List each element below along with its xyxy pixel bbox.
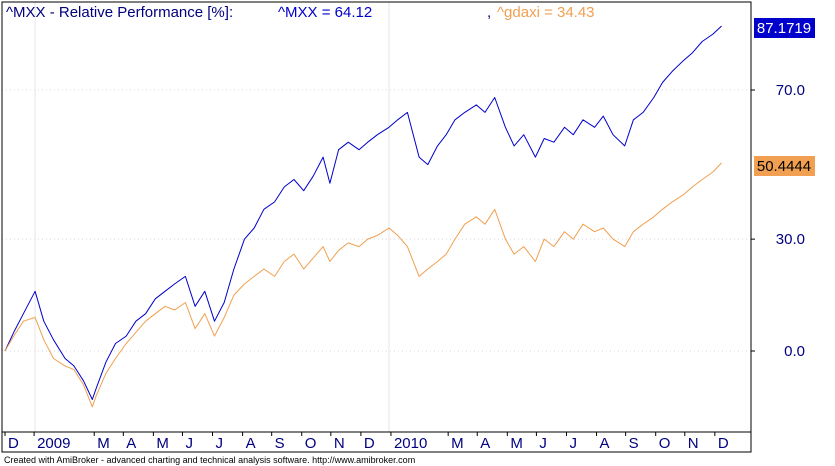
x-tick-label: A <box>480 435 490 452</box>
grid <box>2 2 751 432</box>
series-line-mxx <box>4 25 722 400</box>
x-tick-label: S <box>275 435 285 452</box>
x-tick-label: S <box>629 435 639 452</box>
x-tick-label: J <box>216 435 224 452</box>
x-tick-label: A <box>600 435 610 452</box>
x-tick-label: O <box>659 435 671 452</box>
series-line-gdaxi <box>4 162 722 408</box>
last-value-gdaxi: 50.4444 <box>757 158 811 175</box>
x-tick-label: M <box>510 435 523 452</box>
x-tick-label: D <box>364 435 375 452</box>
x-tick-label: N <box>688 435 699 452</box>
x-tick-label: A <box>126 435 136 452</box>
x-tick-label: M <box>451 435 464 452</box>
legend-separator: , <box>487 4 491 21</box>
x-tick-label: J <box>185 435 193 452</box>
y-tick-label: 30.0 <box>776 231 805 248</box>
series-group <box>4 25 722 408</box>
y-tick-label: 0.0 <box>784 343 805 360</box>
x-axis: D 2009 M A M J J A S O N D 2010 M A M J J A S O N D <box>4 432 729 452</box>
x-tick-label: J <box>539 435 547 452</box>
x-tick-label: D <box>8 435 19 452</box>
last-value-mxx: 87.1719 <box>757 20 811 37</box>
x-tick-label: 2010 <box>394 435 427 452</box>
y-axis: 0.0 30.0 70.0 <box>751 82 805 360</box>
last-value-label-gdaxi: 50.4444 <box>754 156 815 176</box>
chart-title: ^MXX - Relative Performance [%]: <box>6 4 233 21</box>
x-tick-label: J <box>569 435 577 452</box>
x-axis-strip-frame <box>1 431 752 453</box>
chart-title-group: ^MXX - Relative Performance [%]: ^MXX = … <box>6 4 595 21</box>
x-tick-label: O <box>305 435 317 452</box>
x-tick-label: A <box>246 435 256 452</box>
legend-series-mxx: ^MXX = 64.12 <box>278 4 372 21</box>
x-tick-label: D <box>718 435 729 452</box>
x-tick-label: N <box>334 435 345 452</box>
last-value-label-mxx: 87.1719 <box>754 18 815 38</box>
footer-credit: Created with AmiBroker - advanced charti… <box>4 455 415 465</box>
x-tick-label: M <box>97 435 110 452</box>
x-tick-label: M <box>156 435 169 452</box>
x-tick-label: 2009 <box>37 435 70 452</box>
legend-series-gdaxi: ^gdaxi = 34.43 <box>497 4 595 21</box>
y-tick-label: 70.0 <box>776 82 805 99</box>
